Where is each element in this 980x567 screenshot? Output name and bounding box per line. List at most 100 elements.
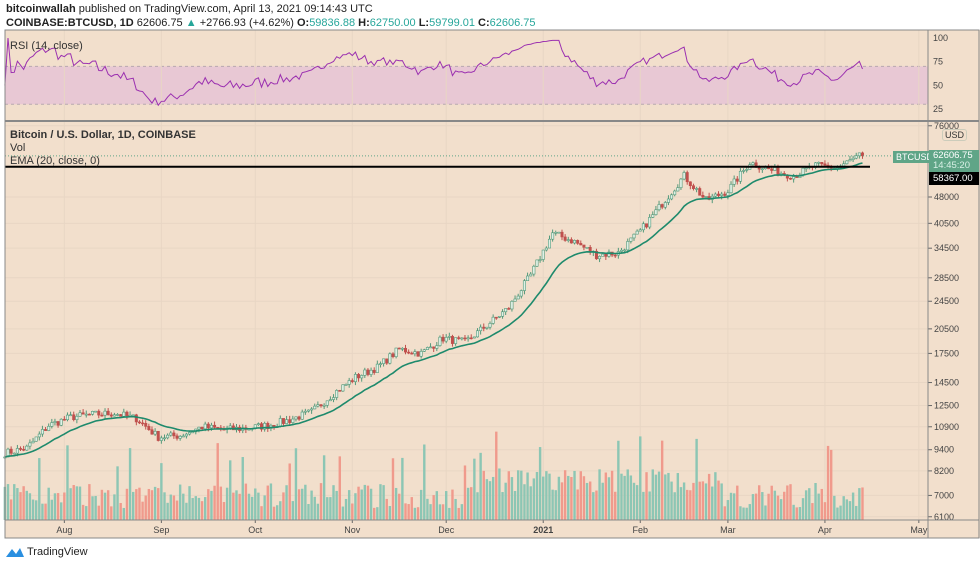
publish-info: bitcoinwallah published on TradingView.c… — [6, 3, 373, 15]
candle — [272, 424, 276, 427]
publisher[interactable]: bitcoinwallah — [6, 3, 76, 15]
x-tick-label: Nov — [344, 525, 361, 535]
volume-bar — [623, 475, 626, 520]
volume-bar — [513, 490, 517, 520]
volume-bar — [438, 504, 442, 520]
volume-bar — [238, 493, 241, 520]
candle — [228, 425, 232, 429]
rsi-tick-label: 75 — [933, 57, 943, 67]
volume-bar — [301, 488, 304, 520]
time-axis-background — [5, 520, 928, 538]
candle — [457, 337, 461, 339]
o-label: O: — [296, 17, 310, 29]
candle — [745, 169, 749, 171]
volume-bar — [172, 495, 176, 520]
candle — [792, 176, 796, 180]
line-price-badge: 58367.00 — [929, 172, 979, 185]
volume-bar — [163, 492, 166, 520]
x-tick-label: Dec — [438, 525, 455, 535]
volume-bar — [617, 440, 620, 520]
candle — [410, 352, 414, 355]
volume-bar — [413, 507, 417, 520]
y-tick-label: 6100 — [934, 512, 954, 522]
volume-bar — [761, 492, 764, 520]
volume-bar — [250, 496, 254, 520]
volume-bar — [720, 483, 723, 520]
candle — [72, 414, 76, 421]
volume-bar — [66, 445, 69, 520]
volume-bar — [861, 487, 864, 520]
volume-bar — [639, 436, 642, 520]
volume-bar — [200, 501, 204, 520]
volume-bar — [216, 443, 219, 520]
volume-bar — [657, 471, 661, 520]
candle — [325, 400, 329, 406]
candle — [566, 239, 570, 241]
candle — [425, 347, 429, 350]
volume-bar — [426, 498, 429, 520]
candle — [172, 432, 176, 437]
volume-bar — [529, 486, 532, 520]
open: 59836.88 — [309, 17, 356, 29]
candle — [857, 152, 861, 157]
candle — [109, 414, 113, 417]
volume-bar — [660, 440, 664, 520]
y-tick-label: 7000 — [934, 490, 954, 500]
candle — [278, 418, 282, 427]
candle — [466, 337, 470, 340]
candle — [666, 198, 670, 203]
volume-bar — [50, 499, 54, 520]
y-tick-label: 12500 — [934, 401, 959, 411]
candle — [97, 410, 101, 416]
volume-bar — [144, 495, 147, 520]
volume-bar — [347, 490, 351, 520]
ema-legend[interactable]: EMA (20, close, 0) — [10, 155, 100, 167]
candle — [842, 163, 846, 167]
candle — [648, 217, 652, 228]
candle — [84, 413, 88, 416]
tradingview-logo[interactable]: TradingView — [6, 546, 88, 558]
volume-bar — [820, 488, 823, 520]
candle — [660, 204, 664, 208]
candle — [372, 369, 376, 373]
volume-bar — [178, 484, 182, 520]
candle — [438, 336, 442, 346]
volume-bar — [457, 507, 460, 520]
candle — [184, 433, 188, 437]
volume-bar — [795, 507, 798, 520]
candle — [569, 239, 573, 244]
candle — [701, 195, 705, 198]
volume-bar — [85, 506, 88, 520]
candle — [557, 231, 561, 234]
candle — [197, 426, 201, 430]
volume-bar — [545, 471, 548, 520]
volume-bar — [322, 455, 326, 520]
candle — [353, 374, 357, 382]
y-tick-label: 48000 — [934, 192, 959, 202]
volume-bar — [147, 488, 151, 520]
rsi-legend[interactable]: RSI (14, close) — [10, 40, 83, 52]
candle — [444, 337, 448, 342]
volume-bar — [651, 469, 654, 520]
candle — [15, 448, 19, 454]
candle — [501, 311, 505, 317]
volume-bar — [726, 500, 730, 520]
candle — [81, 412, 85, 415]
price-chart[interactable]: 100 75 50 25 76000 48000 40500 34500 28500 24500 2… — [0, 0, 980, 545]
candle — [394, 347, 398, 357]
volume-bar — [445, 491, 448, 520]
volume-bar — [598, 469, 601, 520]
volume-bar — [707, 473, 711, 520]
volume-bar — [257, 492, 260, 520]
currency-badge[interactable]: USD — [942, 129, 968, 141]
volume-bar — [441, 504, 445, 520]
volume-bar — [588, 481, 592, 520]
candle — [638, 229, 642, 232]
candle — [770, 168, 774, 171]
candle — [281, 418, 285, 424]
up-arrow-icon: ▲ — [185, 17, 197, 29]
volume-bar — [338, 456, 341, 520]
candle — [419, 351, 423, 357]
candle — [388, 353, 392, 364]
vol-legend[interactable]: Vol — [10, 142, 26, 154]
